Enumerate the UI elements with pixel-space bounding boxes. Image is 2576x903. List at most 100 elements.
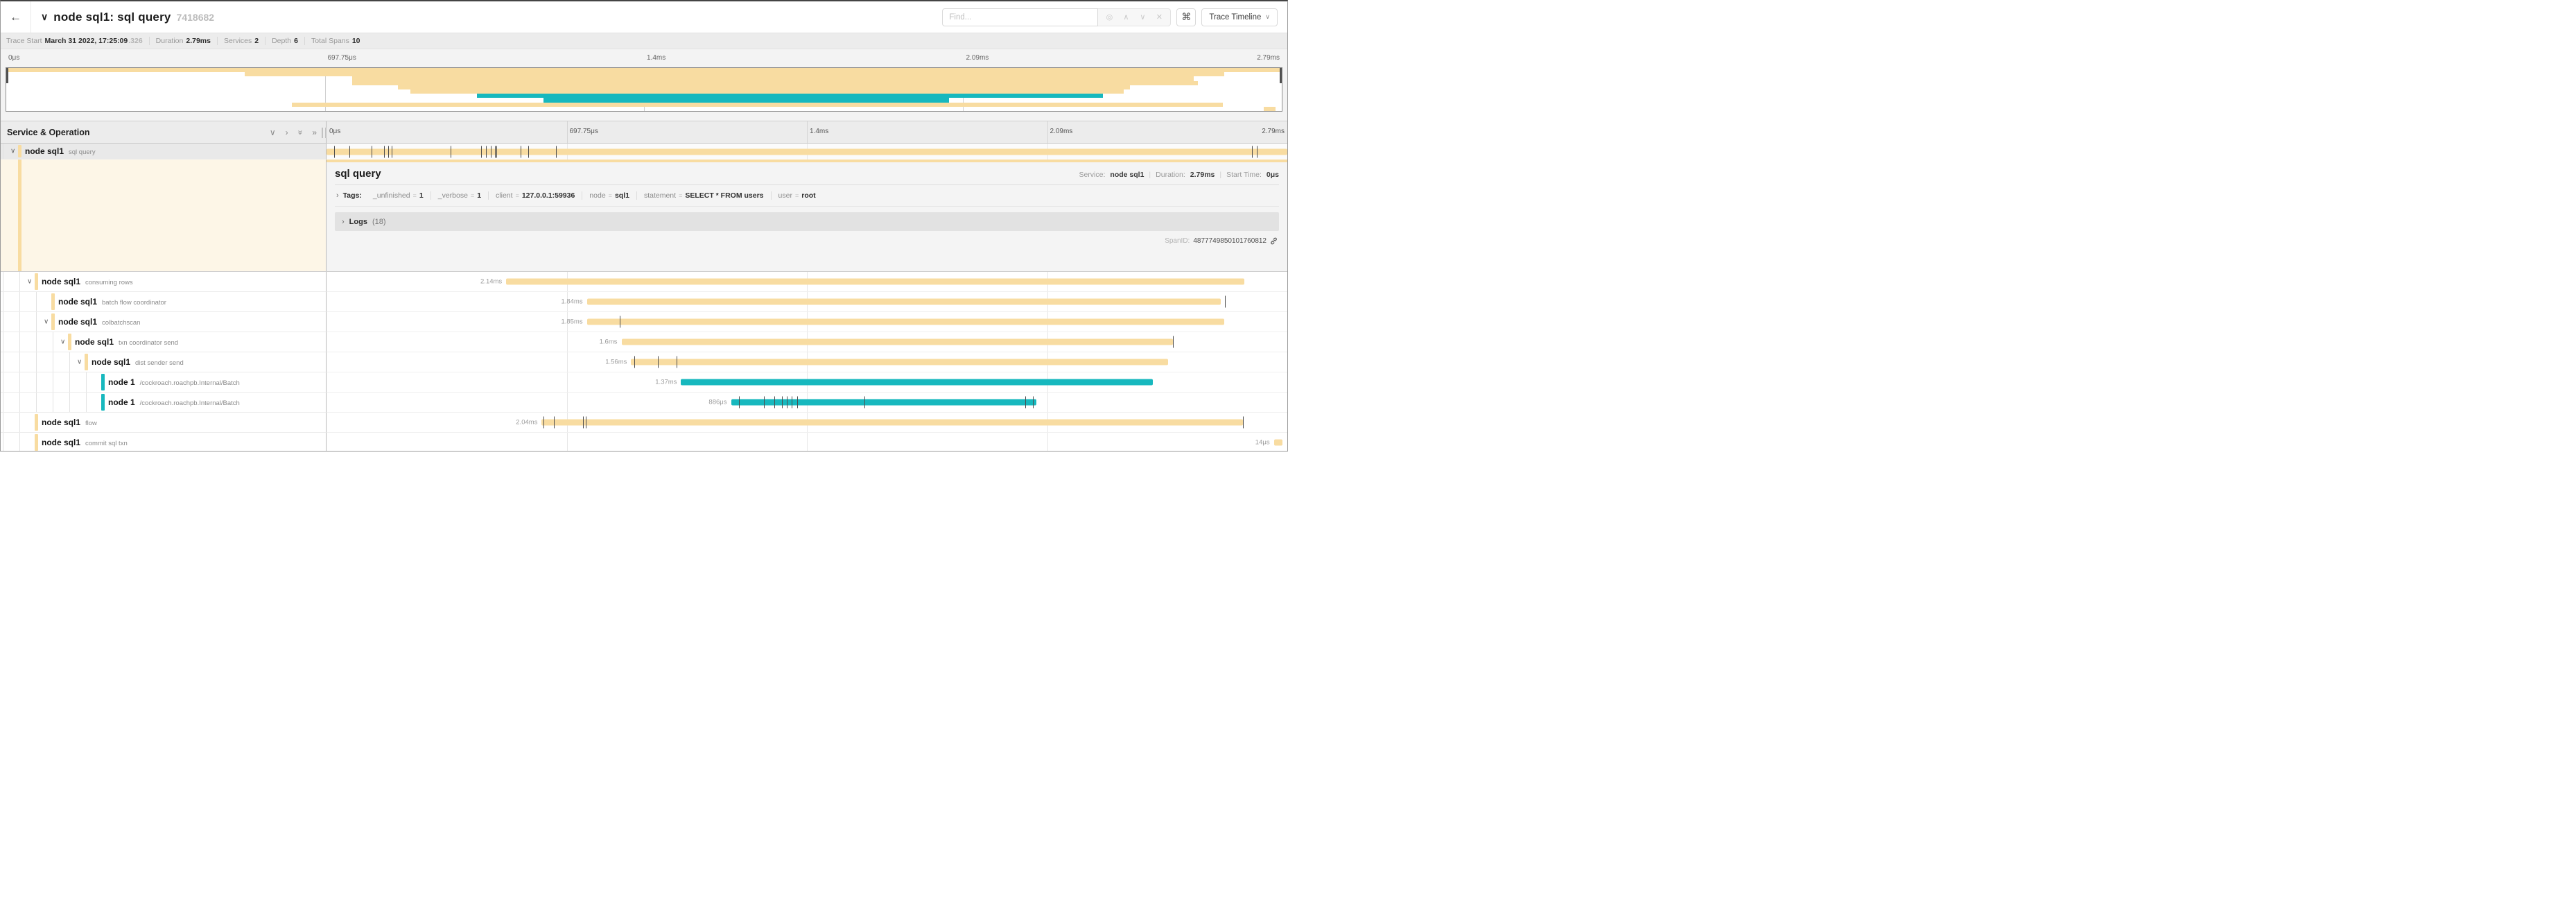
log-marker[interactable] <box>781 396 783 409</box>
span-bar[interactable] <box>327 148 1287 155</box>
span-timeline-cell[interactable]: 886μs <box>327 393 1287 413</box>
tag-item[interactable]: _unfinished = 1 <box>366 191 431 200</box>
tags-accordion[interactable]: › Tags: _unfinished = 1 _verbose = 1 client = 12… <box>335 185 1279 207</box>
log-marker[interactable] <box>556 146 557 157</box>
find-clear-icon[interactable]: ✕ <box>1156 13 1163 22</box>
log-marker[interactable] <box>1173 336 1174 348</box>
log-marker[interactable] <box>634 356 635 368</box>
log-marker[interactable] <box>738 396 740 409</box>
log-marker[interactable] <box>486 146 487 157</box>
log-marker[interactable] <box>1243 416 1244 429</box>
span-timeline-cell[interactable] <box>327 144 1287 160</box>
span-timeline-cell[interactable]: 1.37ms <box>327 372 1287 393</box>
span-row[interactable]: node sql1 commit sql txn 14μs <box>1 433 1287 451</box>
back-button[interactable]: ← <box>1 1 31 33</box>
log-marker[interactable] <box>543 416 545 429</box>
span-tree-cell[interactable]: ∨ node sql1 txn coordinator send <box>1 332 327 352</box>
span-row[interactable]: node sql1 batch flow coordinator 1.84ms <box>1 292 1287 312</box>
span-tree-cell[interactable]: node 1/cockroach.roachpb.Internal/Batch <box>1 393 327 413</box>
span-bar[interactable] <box>541 419 1244 426</box>
link-icon[interactable] <box>1270 237 1278 245</box>
log-marker[interactable] <box>1025 396 1026 409</box>
chevron-down-icon[interactable]: ∨ <box>44 318 49 326</box>
tag-item[interactable]: user = root <box>772 191 823 200</box>
log-marker[interactable] <box>388 146 389 157</box>
span-timeline-cell[interactable]: 2.14ms <box>327 272 1287 292</box>
log-marker[interactable] <box>554 416 555 429</box>
chevron-down-icon[interactable]: ∨ <box>77 358 82 366</box>
trace-title-wrap[interactable]: ∨ node sql1: sql query 7418682 <box>31 10 942 24</box>
span-timeline-cell[interactable]: 1.56ms <box>327 352 1287 372</box>
chevron-down-icon[interactable]: ∨ <box>60 338 66 346</box>
span-tree-cell[interactable]: ∨ node sql1 colbatchscan <box>1 312 327 332</box>
find-input[interactable] <box>942 8 1099 26</box>
log-marker[interactable] <box>334 146 336 157</box>
span-bar[interactable] <box>586 318 1224 325</box>
span-bar[interactable] <box>631 359 1169 366</box>
keyboard-shortcuts-button[interactable]: ⌘ <box>1176 8 1196 26</box>
log-marker[interactable] <box>1251 146 1253 157</box>
indent-guide <box>19 372 20 392</box>
tag-item[interactable]: statement = SELECT * FROM users <box>637 191 772 200</box>
collapse-one-icon[interactable]: ∨ <box>269 127 276 137</box>
span-tree-cell[interactable]: node sql1 commit sql txn <box>1 433 327 451</box>
span-bar[interactable] <box>681 379 1153 386</box>
log-marker[interactable] <box>583 416 584 429</box>
log-marker[interactable] <box>481 146 482 157</box>
span-tree-cell[interactable]: ∨ node sql1 sql query <box>1 144 327 160</box>
span-row[interactable]: node 1/cockroach.roachpb.Internal/Batch … <box>1 393 1287 413</box>
span-tree-cell[interactable]: node 1/cockroach.roachpb.Internal/Batch <box>1 372 327 393</box>
span-tree-cell[interactable]: node sql1 batch flow coordinator <box>1 292 327 312</box>
chevron-down-icon[interactable]: ∨ <box>10 147 16 155</box>
span-row[interactable]: ∨ node sql1 colbatchscan 1.85ms <box>1 312 1287 332</box>
span-timeline-cell[interactable]: 1.84ms <box>327 292 1287 312</box>
log-marker[interactable] <box>528 146 530 157</box>
span-row[interactable]: node sql1 flow 2.04ms <box>1 413 1287 433</box>
tag-item[interactable]: _verbose = 1 <box>431 191 489 200</box>
span-timeline-cell[interactable]: 2.04ms <box>327 413 1287 433</box>
log-marker[interactable] <box>494 146 496 157</box>
expand-all-icon[interactable]: » <box>312 127 317 137</box>
log-marker[interactable] <box>774 396 775 409</box>
locate-icon[interactable]: ◎ <box>1106 13 1113 22</box>
log-marker[interactable] <box>658 356 659 368</box>
span-row[interactable]: ∨ node sql1 txn coordinator send 1.6ms <box>1 332 1287 352</box>
log-marker[interactable] <box>1224 295 1226 308</box>
chevron-down-icon[interactable]: ∨ <box>27 277 33 286</box>
tag-item[interactable]: client = 127.0.0.1:59936 <box>489 191 583 200</box>
collapse-all-icon[interactable]: » <box>295 130 305 135</box>
span-bar[interactable] <box>731 399 1037 406</box>
span-bar[interactable] <box>506 278 1244 285</box>
expand-one-icon[interactable]: › <box>285 127 288 137</box>
log-marker[interactable] <box>864 396 866 409</box>
tag-item[interactable]: node = sql1 <box>582 191 637 200</box>
span-tree-cell[interactable]: node sql1 flow <box>1 413 327 433</box>
minimap-left-scrubber[interactable] <box>6 68 8 83</box>
logs-accordion[interactable]: › Logs (18) <box>335 212 1279 231</box>
span-tree-cell[interactable]: ∨ node sql1 consuming rows <box>1 272 327 292</box>
span-timeline-cell[interactable]: 1.85ms <box>327 312 1287 332</box>
span-bar[interactable] <box>586 298 1221 305</box>
span-timeline-cell[interactable]: 1.6ms <box>327 332 1287 352</box>
find-prev-icon[interactable]: ∧ <box>1123 13 1129 22</box>
minimap-span-row <box>6 94 1282 98</box>
span-bar[interactable] <box>1273 439 1283 446</box>
span-row[interactable]: ∨ node sql1 sql query <box>1 144 1287 160</box>
find-next-icon[interactable]: ∨ <box>1140 13 1146 22</box>
log-marker[interactable] <box>384 146 385 157</box>
column-resizer-handle[interactable] <box>322 128 327 138</box>
span-tree-cell[interactable]: ∨ node sql1 dist sender send <box>1 352 327 372</box>
log-marker[interactable] <box>349 146 351 157</box>
log-marker[interactable] <box>797 396 799 409</box>
trace-view-selector[interactable]: Trace Timeline ∨ <box>1201 8 1278 26</box>
minimap-right-scrubber[interactable] <box>1280 68 1282 83</box>
log-marker[interactable] <box>763 396 765 409</box>
span-row[interactable]: ∨ node sql1 dist sender send 1.56ms <box>1 352 1287 372</box>
log-marker[interactable] <box>1032 396 1034 409</box>
span-timeline-cell[interactable]: 14μs <box>327 433 1287 451</box>
log-marker[interactable] <box>496 146 498 157</box>
span-row[interactable]: ∨ node sql1 consuming rows 2.14ms <box>1 272 1287 292</box>
span-bar[interactable] <box>621 338 1174 345</box>
span-row[interactable]: node 1/cockroach.roachpb.Internal/Batch … <box>1 372 1287 393</box>
timeline-minimap[interactable] <box>6 67 1282 112</box>
